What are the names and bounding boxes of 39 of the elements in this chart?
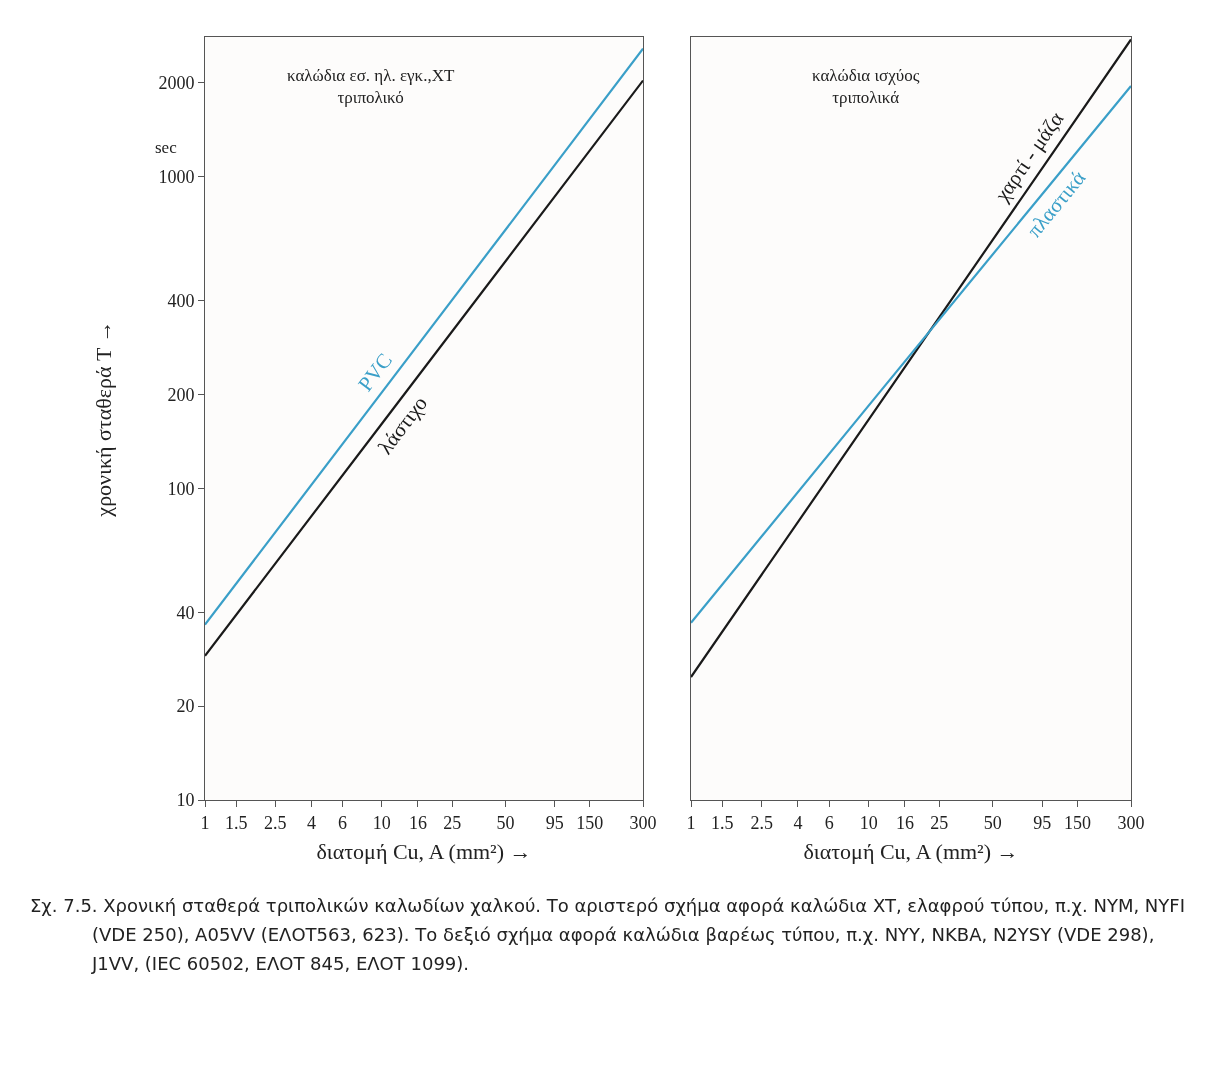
text: Σχ. 7.5. Χρονική σταθερά τριπολικών καλωδίων χαλκού. Το αριστερό σχήμα αφορά καλώδια XT, ελαφρού τύπου, π.χ. NYM, NYFI (VDE 250), A05VV (ΕΛΟΤ563, 623). Το δεξιό σχήμα αφορά καλώδια βαρέως τύπου, π.χ. NYY, NKBA, N2YSY (VDE 298), J1VV, (IEC 60502, ΕΛΟΤ 845, ΕΛΟΤ 1099). — [30, 894, 1186, 976]
x-tick-label: 1 — [200, 812, 210, 833]
y-axis-title: χρονική σταθερά T → — [91, 320, 117, 518]
x-tick-label: 16 — [895, 812, 914, 833]
x-tick-label: 150 — [576, 812, 604, 833]
x-tick-label: 10 — [372, 812, 391, 833]
y-tick-label: 200 — [167, 384, 195, 405]
text: καλώδια ισχύος τριπολικά — [812, 66, 920, 108]
x-tick-label: 95 — [545, 812, 564, 833]
text: καλώδια εσ. ηλ. εγκ.,XT τριπολικό — [287, 66, 455, 108]
y-tick-label: 100 — [167, 478, 195, 499]
x-tick-label: 1 — [686, 812, 696, 833]
x-tick-label: 10 — [859, 812, 878, 833]
x-tick-label: 4 — [793, 812, 803, 833]
x-tick-label: 6 — [338, 812, 348, 833]
y-tick-label: 400 — [167, 290, 195, 311]
x-tick-label: 150 — [1064, 812, 1092, 833]
x-tick-label: 1.5 — [224, 812, 248, 833]
x-tick-label: 300 — [629, 812, 657, 833]
x-axis-title: διατομή Cu, A (mm²) → — [803, 839, 1019, 865]
x-tick-label: 25 — [930, 812, 949, 833]
y-tick-label: 2000 — [158, 72, 195, 93]
x-tick-label: 300 — [1117, 812, 1145, 833]
x-tick-label: 1.5 — [711, 812, 734, 833]
x-tick-label: 25 — [443, 812, 462, 833]
x-tick-label: 2.5 — [264, 812, 287, 833]
x-tick-label: 6 — [824, 812, 834, 833]
x-tick-label: 4 — [306, 812, 316, 833]
x-tick-label: 50 — [983, 812, 1002, 833]
y-tick-label: 20 — [176, 696, 195, 717]
x-tick-label: 16 — [408, 812, 427, 833]
x-tick-label: 2.5 — [750, 812, 773, 833]
y-tick-label: 10 — [176, 790, 195, 811]
x-tick-label: 50 — [496, 812, 515, 833]
text: sec — [155, 138, 178, 157]
x-axis-title: διατομή Cu, A (mm²) → — [316, 839, 532, 865]
x-tick-label: 95 — [1033, 812, 1052, 833]
y-tick-label: 1000 — [158, 166, 195, 187]
y-tick-label: 40 — [176, 602, 195, 623]
